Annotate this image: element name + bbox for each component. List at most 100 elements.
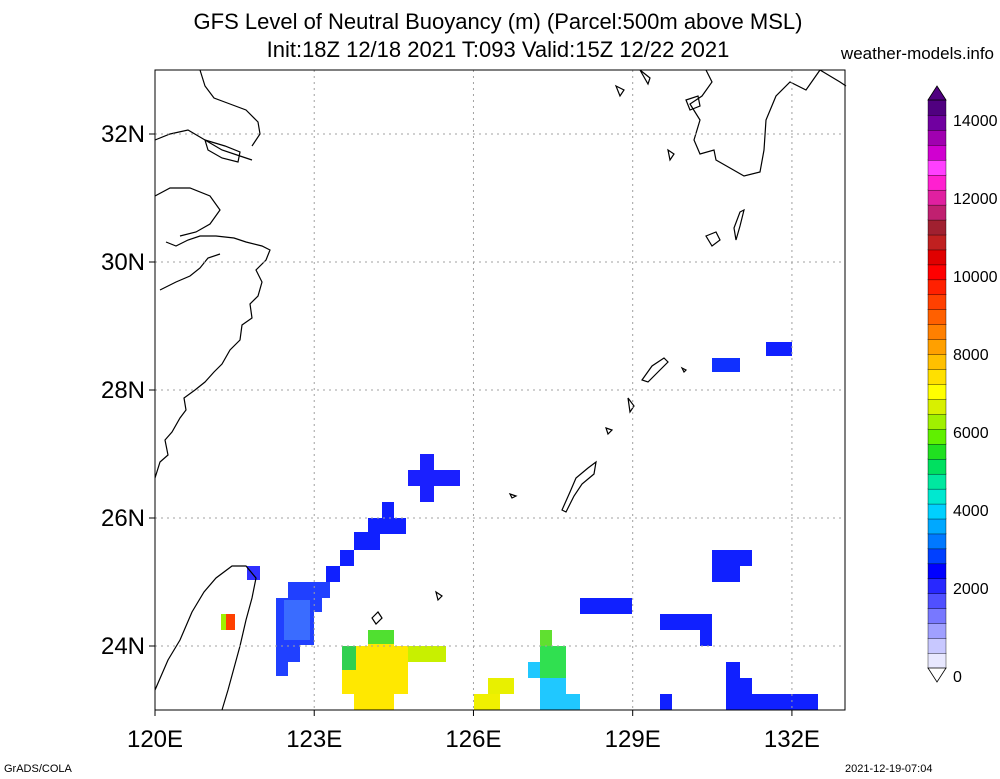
colorbar-bin — [927, 548, 947, 565]
china-coast-north — [199, 69, 261, 147]
colorbar-bin — [927, 518, 947, 535]
field-shading — [221, 342, 818, 710]
island — [614, 84, 625, 98]
colorbar-bin — [927, 383, 947, 400]
field-cell — [488, 678, 514, 694]
y-tick-label: 32N — [101, 121, 145, 148]
colorbar-bin — [927, 144, 947, 161]
colorbar-bin — [927, 219, 947, 236]
colorbar-bin — [927, 413, 947, 430]
colorbar-min-arrow — [927, 667, 947, 683]
title-line-2: Init:18Z 12/18 2021 T:093 Valid:15Z 12/2… — [266, 37, 730, 62]
coastlines — [154, 69, 847, 711]
field-cell — [408, 454, 460, 502]
field-cell — [408, 646, 446, 662]
colorbar-bin — [927, 593, 947, 609]
field-cell — [354, 532, 380, 550]
x-axis: 120E 123E 126E 129E 132E — [127, 710, 820, 753]
colorbar-label: 14000 — [953, 113, 998, 130]
field-cell — [700, 630, 712, 646]
colorbar-bin — [927, 443, 947, 460]
taiwan-coast — [154, 565, 257, 711]
x-tick-label: 132E — [764, 726, 820, 753]
field-cell — [342, 646, 356, 670]
field-cell — [382, 502, 394, 518]
x-tick-label: 129E — [605, 726, 661, 753]
footer-left: GrADS/COLA — [4, 763, 72, 775]
colorbar-bin — [927, 368, 947, 385]
colorbar-bin — [927, 398, 947, 415]
colorbar-bin — [927, 578, 947, 594]
island — [685, 95, 701, 111]
colorbar-bin — [927, 114, 947, 131]
field-cell — [540, 630, 552, 646]
china-coast — [154, 187, 221, 237]
island — [605, 427, 614, 436]
field-cell — [540, 646, 566, 678]
x-tick-label: 120E — [127, 726, 183, 753]
colorbar-bin — [927, 637, 947, 654]
estuary-island — [204, 139, 241, 163]
field-cell — [660, 694, 672, 710]
colorbar-label: 12000 — [953, 191, 998, 208]
field-cell — [368, 630, 394, 644]
colorbar-bin — [927, 234, 947, 251]
colorbar-bin — [927, 338, 947, 355]
colorbar-bin — [927, 652, 947, 669]
amami — [641, 357, 669, 383]
y-tick-label: 24N — [101, 633, 145, 660]
colorbar-bin — [927, 533, 947, 550]
colorbar: 0 2000 4000 6000 8000 10000 12000 14000 — [927, 85, 998, 686]
island — [508, 492, 518, 499]
island — [627, 397, 635, 414]
footer-right: 2021-12-19-07:04 — [845, 763, 933, 775]
colorbar-bin — [927, 129, 947, 146]
field-cell — [340, 550, 354, 566]
field-cell — [712, 358, 740, 372]
colorbar-bin — [927, 189, 947, 206]
field-cell — [368, 518, 406, 534]
field-cell — [326, 566, 340, 582]
field-cell — [726, 662, 818, 710]
field-cell — [474, 694, 500, 710]
colorbar-bin — [927, 353, 947, 370]
colorbar-label: 8000 — [953, 347, 989, 364]
island — [639, 69, 651, 86]
colorbar-bin — [927, 473, 947, 490]
colorbar-label: 4000 — [953, 503, 989, 520]
colorbar-bin — [927, 608, 947, 624]
field-cell — [660, 614, 712, 630]
tanegashima — [733, 208, 745, 241]
y-tick-label: 30N — [101, 249, 145, 276]
field-cell — [712, 550, 752, 582]
shikoku-coast — [819, 69, 847, 87]
colorbar-label: 10000 — [953, 269, 998, 286]
colorbar-label: 6000 — [953, 425, 989, 442]
colorbar-bin — [927, 503, 947, 520]
okinawa — [561, 460, 597, 513]
colorbar-bin — [927, 324, 947, 340]
colorbar-bin — [927, 488, 947, 505]
site-label: weather-models.info — [840, 44, 994, 63]
field-cell — [284, 600, 310, 640]
colorbar-max-arrow — [927, 85, 947, 101]
colorbar-bin — [927, 428, 947, 445]
island — [680, 366, 688, 374]
colorbar-bin — [927, 204, 947, 221]
colorbar-bin — [927, 174, 947, 191]
island — [371, 611, 383, 625]
field-cell — [766, 342, 792, 356]
colorbar-bin — [927, 622, 947, 639]
china-coast — [154, 235, 271, 479]
colorbar-label: 0 — [953, 669, 962, 686]
x-tick-label: 126E — [445, 726, 501, 753]
colorbar-bin — [927, 279, 947, 296]
colorbar-bin — [927, 99, 947, 116]
colorbar-bin — [927, 458, 947, 475]
colorbar-bin — [927, 563, 947, 580]
colorbar-bin — [927, 264, 947, 281]
colorbar-bin — [927, 249, 947, 266]
x-tick-label: 123E — [286, 726, 342, 753]
colorbar-bin — [927, 294, 947, 310]
